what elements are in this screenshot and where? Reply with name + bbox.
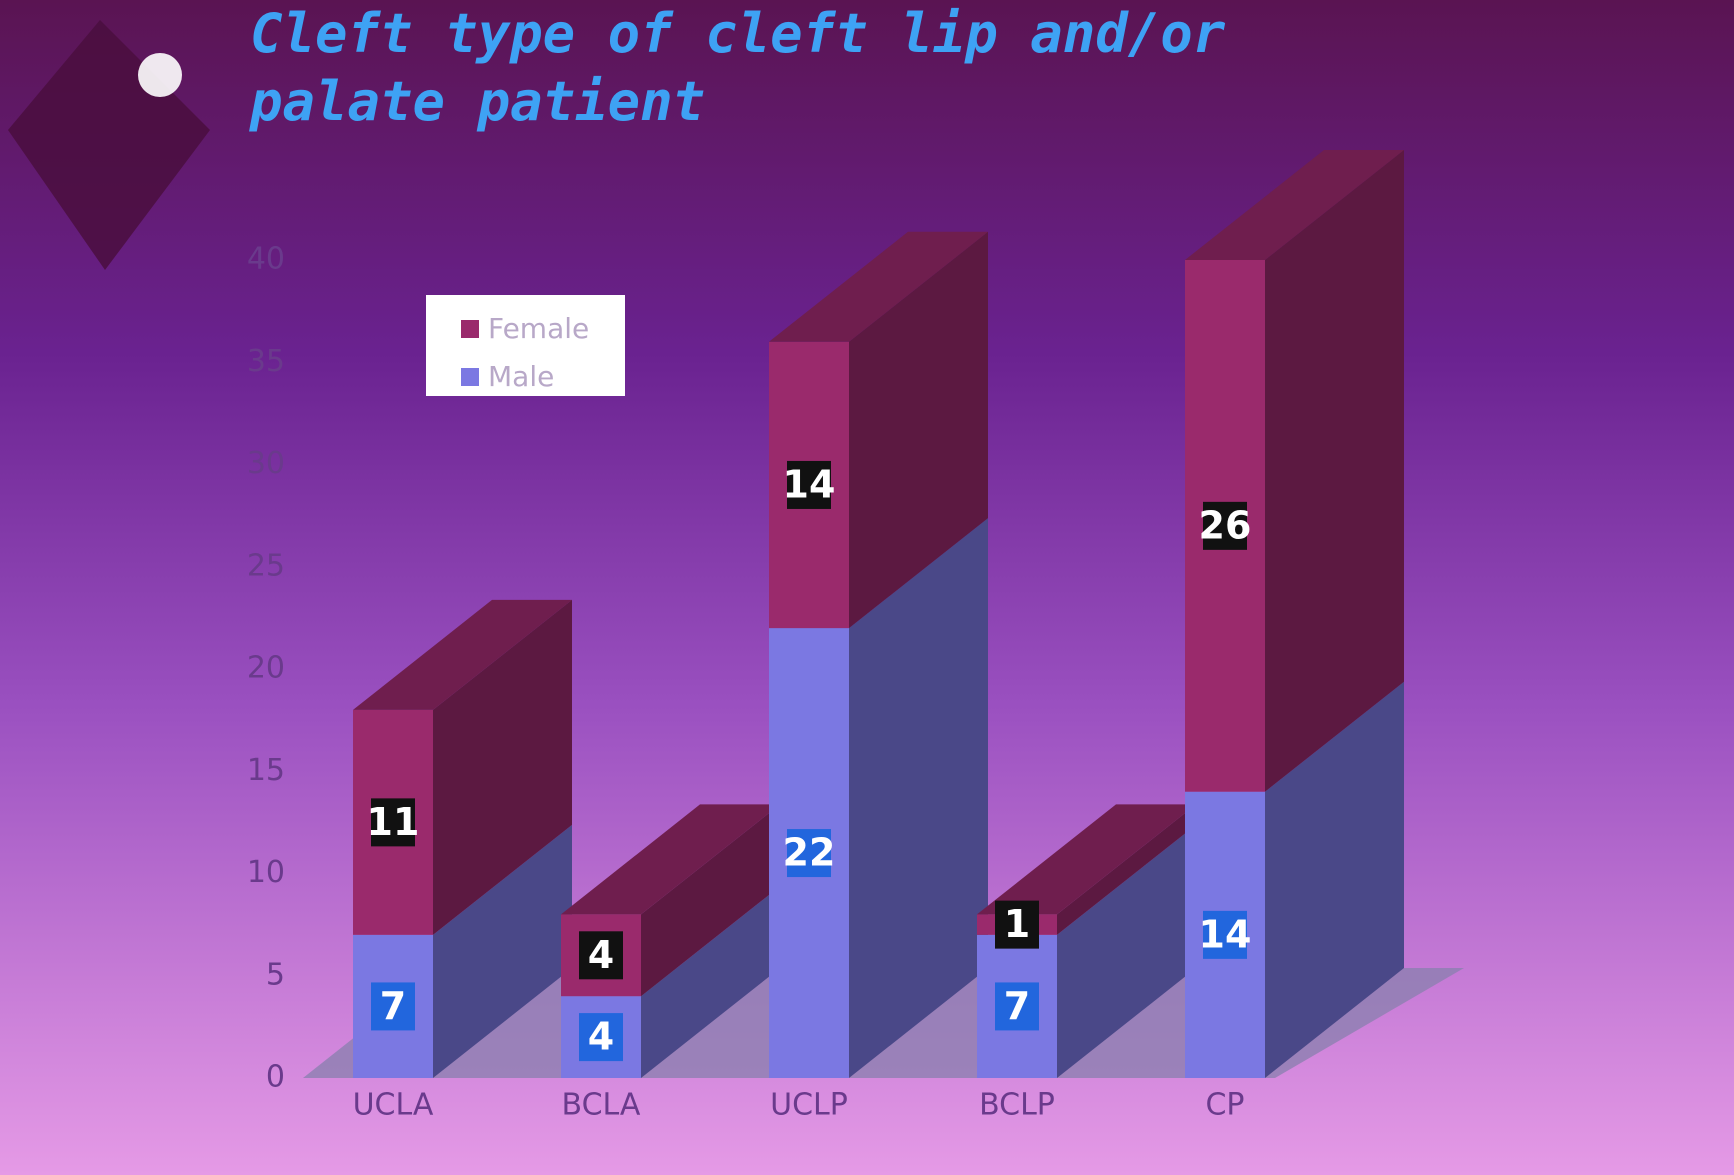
legend-swatch <box>461 320 479 338</box>
value-label: 4 <box>588 933 614 977</box>
bar-top <box>977 804 1196 915</box>
value-label: 14 <box>1199 912 1252 956</box>
bar-side <box>1265 150 1404 792</box>
y-tick-label: 15 <box>247 753 285 788</box>
bar-top <box>561 804 780 915</box>
bar-side <box>849 518 988 1078</box>
legend-label: Male <box>488 360 554 393</box>
value-label: 11 <box>367 800 420 844</box>
legend-label: Female <box>488 312 589 345</box>
bar-side <box>1057 804 1196 935</box>
x-tick-label: CP <box>1205 1088 1244 1123</box>
decor-star <box>138 53 182 97</box>
y-tick-label: 30 <box>247 446 285 481</box>
value-label: 1 <box>1004 902 1030 946</box>
bar-top <box>769 231 988 342</box>
value-label-box <box>995 900 1039 949</box>
y-tick-label: 20 <box>247 651 285 686</box>
bar-top <box>1185 150 1404 260</box>
value-label-box <box>995 982 1039 1031</box>
x-tick-label: UCLP <box>770 1088 848 1123</box>
y-tick-label: 25 <box>247 548 285 583</box>
value-label: 7 <box>1004 984 1030 1028</box>
value-label-box <box>787 460 831 509</box>
bar-side <box>1265 681 1404 1078</box>
y-tick-label: 5 <box>266 957 285 992</box>
value-label: 4 <box>588 1015 614 1059</box>
x-tick-label: UCLA <box>353 1088 434 1123</box>
decor-diamond <box>8 20 210 270</box>
value-label-box <box>1203 501 1247 550</box>
value-label-box <box>579 1013 623 1062</box>
value-label: 7 <box>380 984 406 1028</box>
y-tick-label: 0 <box>266 1060 285 1095</box>
x-tick-label: BCLA <box>562 1088 641 1123</box>
x-tick-label: BCLP <box>979 1088 1055 1123</box>
bar-side <box>433 599 572 935</box>
y-tick-label: 10 <box>247 855 285 890</box>
value-label-box <box>371 982 415 1031</box>
value-label: 14 <box>783 462 836 506</box>
bar-top <box>353 599 572 710</box>
bar-side <box>433 824 572 1078</box>
legend-swatch <box>461 368 479 386</box>
legend-box <box>426 295 625 396</box>
value-label-box <box>787 829 831 878</box>
value-label: 26 <box>1199 503 1252 547</box>
y-tick-label: 40 <box>247 242 285 277</box>
value-label-box <box>1203 910 1247 959</box>
bar-side <box>1057 824 1196 1078</box>
bar-side <box>641 886 780 1078</box>
value-label-box <box>579 931 623 980</box>
bar-side <box>641 804 780 997</box>
bar-side <box>849 231 988 629</box>
y-tick-label: 35 <box>247 344 285 379</box>
value-label-box <box>371 798 415 847</box>
value-label: 22 <box>783 831 836 875</box>
chart-title: Cleft type of cleft lip and/or palate pa… <box>250 2 1226 133</box>
